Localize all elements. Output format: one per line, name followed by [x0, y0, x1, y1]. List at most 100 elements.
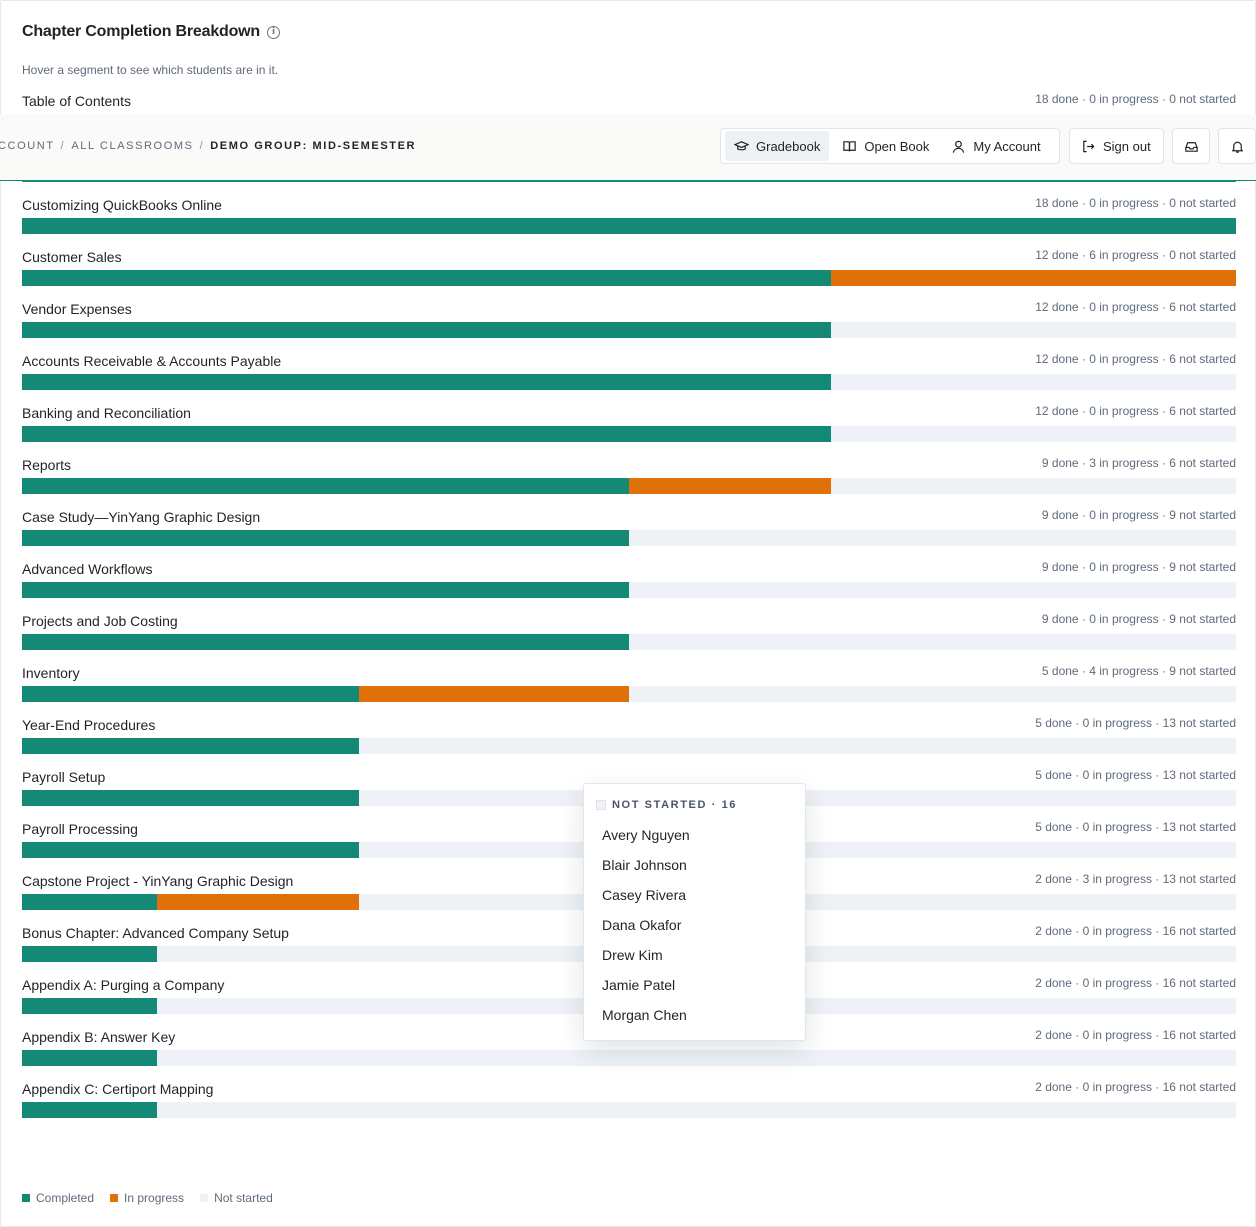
completed-segment[interactable]: [22, 946, 157, 962]
my-account-label: My Account: [973, 138, 1041, 154]
chapter-stats: 5 done · 0 in progress · 13 not started: [1035, 768, 1236, 782]
breadcrumb-item-current: DEMO GROUP: MID-SEMESTER: [210, 140, 417, 152]
completed-segment[interactable]: [22, 530, 629, 546]
chapter-row: Customer Sales 12 done · 6 in progress · …: [22, 248, 1236, 292]
chapter-stats: 18 done · 0 in progress · 0 not started: [1035, 196, 1236, 210]
legend-label: In progress: [124, 1191, 185, 1205]
completion-bar: [22, 686, 1236, 702]
completed-segment[interactable]: [22, 686, 360, 702]
inbox-button[interactable]: [1172, 128, 1210, 164]
in-progress-segment[interactable]: [831, 270, 1236, 286]
completed-segment[interactable]: [22, 738, 360, 754]
chapter-stats: 18 done · 0 in progress · 0 not started: [1035, 92, 1236, 106]
completed-segment[interactable]: [22, 582, 629, 598]
chapter-stats: 9 done · 0 in progress · 9 not started: [1041, 612, 1236, 626]
breadcrumb-item-all-classrooms[interactable]: ALL CLASSROOMS: [71, 140, 194, 152]
not-started-segment[interactable]: [831, 478, 1236, 494]
chapter-row: Appendix B: Answer Key 2 done · 0 in prog…: [22, 1028, 1236, 1072]
chapter-label: Inventory: [22, 665, 80, 681]
gradebook-button[interactable]: Gradebook: [725, 131, 830, 161]
completed-segment[interactable]: [22, 1050, 157, 1066]
notifications-button[interactable]: [1218, 128, 1256, 164]
chapter-stats: 5 done · 0 in progress · 13 not started: [1035, 716, 1236, 730]
chapter-label: Payroll Setup: [22, 769, 106, 785]
student-name: Casey Rivera: [602, 887, 687, 903]
chapter-label: Reports: [22, 457, 72, 473]
chapter-label: Case Study—YinYang Graphic Design: [22, 509, 261, 525]
student-name: Dana Okafor: [602, 917, 682, 933]
chapter-row: Inventory 5 done · 4 in progress · 9 not …: [22, 664, 1236, 708]
chapter-label: Year-End Procedures: [22, 717, 156, 733]
in-progress-segment[interactable]: [359, 686, 629, 702]
completed-segment[interactable]: [22, 426, 832, 442]
info-icon[interactable]: i: [266, 25, 280, 39]
not-started-segment[interactable]: [359, 738, 1236, 754]
not-started-segment[interactable]: [831, 426, 1236, 442]
completed-segment[interactable]: [22, 478, 629, 494]
gradebook-label: Gradebook: [756, 138, 821, 154]
chapter-row: Accounts Receivable & Accounts Payable 12…: [22, 352, 1236, 396]
not-started-segment[interactable]: [629, 530, 1236, 546]
bell-icon: [1231, 141, 1243, 153]
not-started-segment[interactable]: [157, 1102, 1236, 1118]
chapter-row: Customizing QuickBooks Online 18 done · 0…: [22, 196, 1236, 240]
completion-bar: [22, 322, 1236, 338]
completion-bar: [22, 218, 1236, 234]
completion-bar: [22, 582, 1236, 598]
chapter-label: Appendix C: Certiport Mapping: [22, 1081, 214, 1097]
chapter-stats: 2 done · 0 in progress · 16 not started: [1035, 976, 1236, 990]
completed-segment[interactable]: [22, 842, 360, 858]
in-progress-segment[interactable]: [629, 478, 832, 494]
not-started-segment[interactable]: [831, 322, 1236, 338]
chapter-label: Vendor Expenses: [22, 301, 132, 317]
completion-bar: [22, 374, 1236, 390]
completion-bar: [22, 530, 1236, 546]
not-started-segment[interactable]: [629, 634, 1236, 650]
my-account-button[interactable]: My Account: [942, 131, 1049, 161]
completed-segment[interactable]: [22, 790, 360, 806]
student-name: Morgan Chen: [602, 1007, 687, 1023]
student-name: Blair Johnson: [602, 857, 687, 873]
completed-segment[interactable]: [22, 998, 157, 1014]
chapter-label: Advanced Workflows: [22, 561, 153, 577]
completion-bar: [22, 738, 1236, 754]
chapter-stats: 12 done · 0 in progress · 6 not started: [1035, 300, 1236, 314]
student-name: Avery Nguyen: [602, 827, 690, 843]
not-started-segment[interactable]: [157, 1050, 1236, 1066]
completed-segment[interactable]: [22, 634, 629, 650]
chapter-row: Vendor Expenses 12 done · 0 in progress ·…: [22, 300, 1236, 344]
legend-item-not-started: Not started: [200, 1191, 273, 1205]
tooltip-heading-text: NOT STARTED · 16: [612, 799, 738, 811]
open-book-button[interactable]: Open Book: [833, 131, 938, 161]
breadcrumb-item-account[interactable]: CCOUNT: [0, 140, 55, 152]
book-icon: [843, 140, 857, 151]
not-started-segment[interactable]: [831, 374, 1236, 390]
page-title: Chapter Completion Breakdown i: [22, 23, 280, 41]
chapter-label: Accounts Receivable & Accounts Payable: [22, 353, 282, 369]
chapter-label: Table of Contents: [22, 93, 131, 109]
completed-segment[interactable]: [22, 218, 1236, 234]
completed-segment[interactable]: [22, 374, 832, 390]
chapter-stats: 9 done · 0 in progress · 9 not started: [1041, 508, 1236, 522]
tooltip-heading: NOT STARTED · 16: [596, 799, 737, 811]
legend: Completed In progress Not started: [22, 1191, 273, 1205]
breadcrumb-separator: /: [199, 140, 205, 152]
in-progress-segment[interactable]: [156, 894, 360, 910]
user-icon: [953, 140, 965, 153]
completed-segment[interactable]: [22, 894, 157, 910]
chapter-stats: 9 done · 0 in progress · 9 not started: [1041, 560, 1236, 574]
sign-out-button[interactable]: Sign out: [1069, 128, 1164, 164]
chapter-row: Appendix C: Certiport Mapping 2 done · 0 …: [22, 1080, 1236, 1124]
completed-segment[interactable]: [22, 270, 832, 286]
chapter-stats: 12 done · 6 in progress · 0 not started: [1035, 248, 1236, 262]
chapter-label: Appendix A: Purging a Company: [22, 977, 225, 993]
sign-out-label: Sign out: [1103, 138, 1151, 154]
chapter-stats: 5 done · 4 in progress · 9 not started: [1041, 664, 1236, 678]
completed-segment[interactable]: [22, 322, 832, 338]
student-name: Jamie Patel: [602, 977, 676, 993]
not-started-segment[interactable]: [629, 582, 1236, 598]
chapter-stats: 2 done · 0 in progress · 16 not started: [1035, 924, 1236, 938]
not-started-segment[interactable]: [629, 686, 1236, 702]
completed-segment[interactable]: [22, 1102, 157, 1118]
